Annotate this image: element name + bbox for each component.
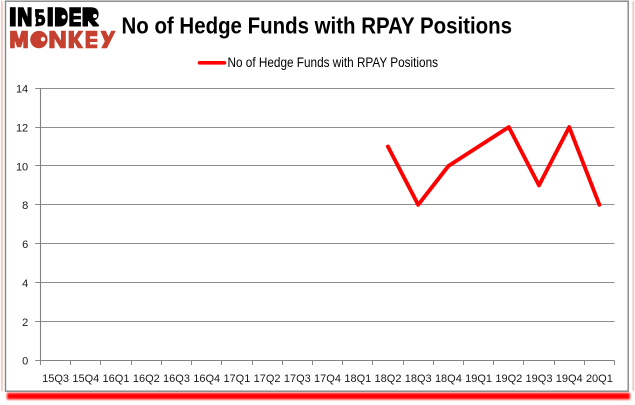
svg-text:20Q1: 20Q1 [586,373,613,385]
svg-text:17Q1: 17Q1 [223,373,250,385]
svg-text:4: 4 [22,278,28,290]
svg-text:17Q3: 17Q3 [284,373,311,385]
svg-text:18Q2: 18Q2 [375,373,402,385]
svg-text:6: 6 [22,239,28,251]
svg-text:16Q3: 16Q3 [163,373,190,385]
svg-text:8: 8 [22,200,28,212]
svg-text:16Q4: 16Q4 [193,373,220,385]
svg-text:12: 12 [16,123,28,135]
svg-text:19Q2: 19Q2 [495,373,522,385]
svg-text:19Q1: 19Q1 [465,373,492,385]
svg-text:14: 14 [16,84,28,96]
svg-text:No of Hedge Funds with RPAY Po: No of Hedge Funds with RPAY Positions [228,54,439,70]
svg-text:19Q3: 19Q3 [526,373,553,385]
svg-text:15Q3: 15Q3 [42,373,69,385]
svg-text:0: 0 [22,356,28,368]
svg-text:19Q4: 19Q4 [556,373,583,385]
svg-text:17Q2: 17Q2 [254,373,281,385]
svg-text:16Q2: 16Q2 [133,373,160,385]
svg-text:18Q3: 18Q3 [405,373,432,385]
svg-text:15Q4: 15Q4 [72,373,99,385]
svg-text:17Q4: 17Q4 [314,373,341,385]
svg-text:2: 2 [22,317,28,329]
svg-text:18Q4: 18Q4 [435,373,462,385]
svg-text:18Q1: 18Q1 [344,373,371,385]
svg-text:16Q1: 16Q1 [103,373,130,385]
svg-text:10: 10 [16,161,28,173]
svg-text:No of Hedge Funds with RPAY Po: No of Hedge Funds with RPAY Positions [122,13,513,39]
